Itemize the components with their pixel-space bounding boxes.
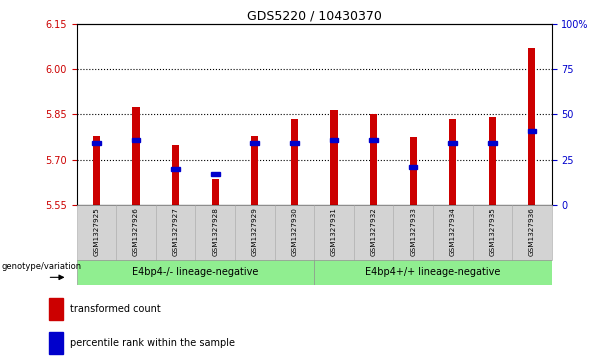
- Bar: [132, 107, 140, 205]
- Text: GSM1327931: GSM1327931: [331, 207, 337, 256]
- Text: GSM1327925: GSM1327925: [93, 207, 99, 256]
- Bar: [196, 205, 235, 260]
- Text: percentile rank within the sample: percentile rank within the sample: [70, 338, 235, 348]
- Bar: [449, 119, 456, 205]
- Bar: [275, 205, 314, 260]
- Bar: [473, 205, 512, 260]
- Bar: [314, 205, 354, 260]
- Bar: [489, 117, 496, 205]
- Bar: [433, 205, 473, 260]
- Bar: [512, 205, 552, 260]
- Bar: [171, 167, 180, 171]
- Bar: [235, 205, 275, 260]
- Bar: [251, 142, 259, 145]
- Text: E4bp4-/- lineage-negative: E4bp4-/- lineage-negative: [132, 267, 259, 277]
- Bar: [251, 135, 258, 205]
- Bar: [291, 119, 298, 205]
- Bar: [314, 260, 552, 285]
- Bar: [394, 205, 433, 260]
- Bar: [211, 172, 219, 176]
- Bar: [369, 138, 378, 142]
- Bar: [370, 114, 377, 205]
- Text: transformed count: transformed count: [70, 304, 161, 314]
- Bar: [92, 142, 101, 145]
- Bar: [528, 48, 536, 205]
- Bar: [172, 144, 179, 205]
- Bar: [49, 298, 63, 320]
- Bar: [132, 138, 140, 142]
- Text: GSM1327926: GSM1327926: [133, 207, 139, 256]
- Bar: [93, 135, 100, 205]
- Text: GSM1327932: GSM1327932: [370, 207, 376, 256]
- Bar: [156, 205, 196, 260]
- Bar: [77, 260, 314, 285]
- Bar: [354, 205, 394, 260]
- Text: GSM1327928: GSM1327928: [212, 207, 218, 256]
- Bar: [116, 205, 156, 260]
- Text: GSM1327934: GSM1327934: [450, 207, 455, 256]
- Bar: [409, 137, 417, 205]
- Bar: [488, 142, 497, 145]
- Text: E4bp4+/+ lineage-negative: E4bp4+/+ lineage-negative: [365, 267, 501, 277]
- Text: genotype/variation: genotype/variation: [1, 262, 82, 271]
- Text: GSM1327927: GSM1327927: [173, 207, 178, 256]
- Text: GSM1327936: GSM1327936: [529, 207, 535, 256]
- Bar: [448, 142, 457, 145]
- Bar: [330, 110, 338, 205]
- Text: GSM1327935: GSM1327935: [489, 207, 495, 256]
- Bar: [409, 165, 417, 169]
- Text: GSM1327933: GSM1327933: [410, 207, 416, 256]
- Bar: [528, 129, 536, 132]
- Bar: [290, 142, 299, 145]
- Bar: [49, 332, 63, 354]
- Bar: [77, 205, 116, 260]
- Title: GDS5220 / 10430370: GDS5220 / 10430370: [246, 9, 382, 23]
- Bar: [330, 138, 338, 142]
- Text: GSM1327929: GSM1327929: [252, 207, 258, 256]
- Bar: [211, 179, 219, 205]
- Text: GSM1327930: GSM1327930: [291, 207, 297, 256]
